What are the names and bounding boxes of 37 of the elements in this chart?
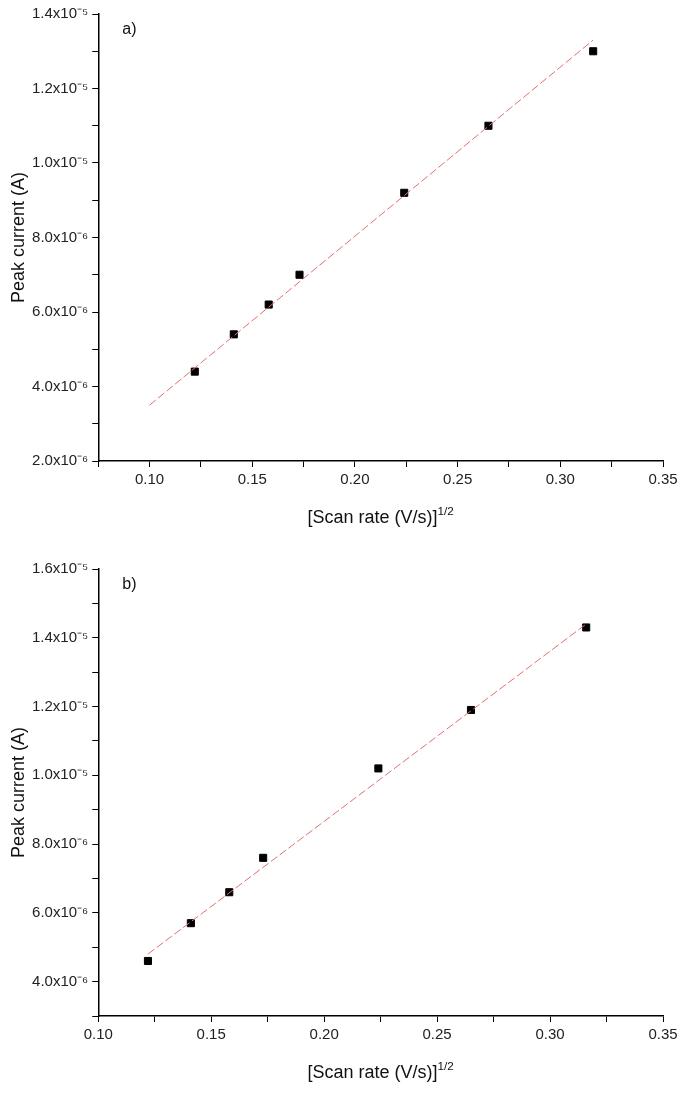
y-axis-title: Peak current (A): [8, 726, 28, 859]
x-tick-label: 0.35: [648, 470, 678, 488]
y-tick-label: 8.0x10⁻⁶: [32, 834, 89, 852]
y-tick-label: 1.0x10⁻⁵: [31, 765, 89, 783]
y-tick-label: 1.4x10⁻⁵: [31, 627, 89, 645]
x-tick-label: 0.10: [83, 1025, 113, 1043]
x-tick-label: 0.25: [422, 1025, 452, 1043]
y-tick-label: 4.0x10⁻⁶: [32, 971, 89, 989]
x-tick-label: 0.15: [196, 1025, 226, 1043]
x-tick-label: 0.30: [535, 1025, 565, 1043]
y-tick-label: 4.0x10⁻⁶: [32, 376, 89, 394]
point: [374, 764, 383, 773]
y-tick-label: 2.0x10⁻⁶: [32, 451, 89, 469]
x-tick-label: 0.10: [134, 470, 165, 488]
x-tick-label: 0.35: [648, 1025, 678, 1043]
point: [259, 853, 268, 862]
y-tick-label: 6.0x10⁻⁶: [32, 902, 89, 920]
y-tick-label: 1.0x10⁻⁵: [31, 153, 89, 171]
x-tick-label: 0.30: [545, 470, 575, 488]
y-tick-label: 1.2x10⁻⁵: [31, 78, 89, 96]
y-tick-label: 8.0x10⁻⁶: [32, 227, 89, 245]
y-tick-label: 1.6x10⁻⁵: [31, 559, 89, 577]
x-tick-label: 0.20: [309, 1025, 339, 1043]
annotation: b): [122, 575, 137, 592]
point: [589, 47, 598, 56]
point: [143, 956, 152, 966]
y-tick-label: 1.4x10⁻⁵: [31, 4, 89, 22]
y-tick-label: 6.0x10⁻⁶: [32, 302, 89, 320]
x-tick-label: 0.20: [340, 470, 370, 488]
annotation: a): [122, 20, 137, 37]
point: [582, 623, 591, 632]
point: [295, 270, 304, 279]
point: [190, 367, 199, 376]
x-tick-label: 0.25: [443, 470, 473, 488]
y-axis-title: Peak current (A): [8, 171, 28, 304]
x-tick-label: 0.15: [237, 470, 267, 488]
y-tick-label: 1.2x10⁻⁵: [31, 696, 89, 714]
